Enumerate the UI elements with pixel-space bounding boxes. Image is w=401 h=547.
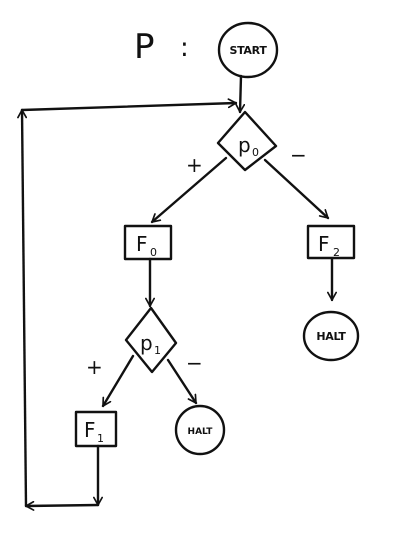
p1-subscript: 1	[154, 344, 161, 357]
f2-label: F	[318, 232, 330, 256]
decision-p0: p 0	[216, 110, 278, 172]
f2-subscript: 2	[333, 246, 340, 259]
edge-p0-minus-to-f2	[263, 158, 330, 220]
box-f0: F 0	[123, 224, 173, 261]
edge-start-to-p0	[235, 74, 246, 114]
loop-left-line	[17, 108, 28, 508]
p1-plus-sign: +	[86, 355, 103, 379]
program-title: P :	[134, 27, 189, 67]
p0-minus-sign: −	[290, 143, 307, 167]
p1-minus-sign: −	[186, 351, 203, 375]
p1-label: p	[140, 331, 153, 355]
edge-p1-minus-to-halt	[166, 358, 198, 405]
p0-label: p	[238, 133, 251, 157]
start-node: START	[217, 21, 279, 79]
f0-subscript: 0	[150, 246, 157, 259]
loop-top-line	[20, 98, 238, 112]
f0-label: F	[136, 232, 148, 256]
halt-left-label: HALT	[188, 427, 214, 437]
edge-p0-plus-to-f0	[150, 156, 228, 224]
halt-node-left: HALT	[174, 404, 226, 456]
edge-p1-plus-to-f1	[101, 354, 135, 408]
program-name: P	[134, 27, 155, 67]
p0-plus-sign: +	[186, 153, 203, 177]
f1-label: F	[84, 418, 96, 442]
f1-subscript: 1	[97, 432, 104, 445]
start-label: START	[229, 44, 267, 57]
loop-bottom-line	[24, 500, 100, 511]
halt-node-right: HALT	[302, 310, 360, 362]
box-f1: F 1	[74, 410, 118, 448]
p0-subscript: 0	[252, 146, 259, 159]
halt-right-label: HALT	[316, 330, 346, 343]
program-separator: :	[180, 33, 189, 63]
box-f2: F 2	[306, 224, 356, 260]
decision-p1: p 1	[124, 306, 178, 374]
